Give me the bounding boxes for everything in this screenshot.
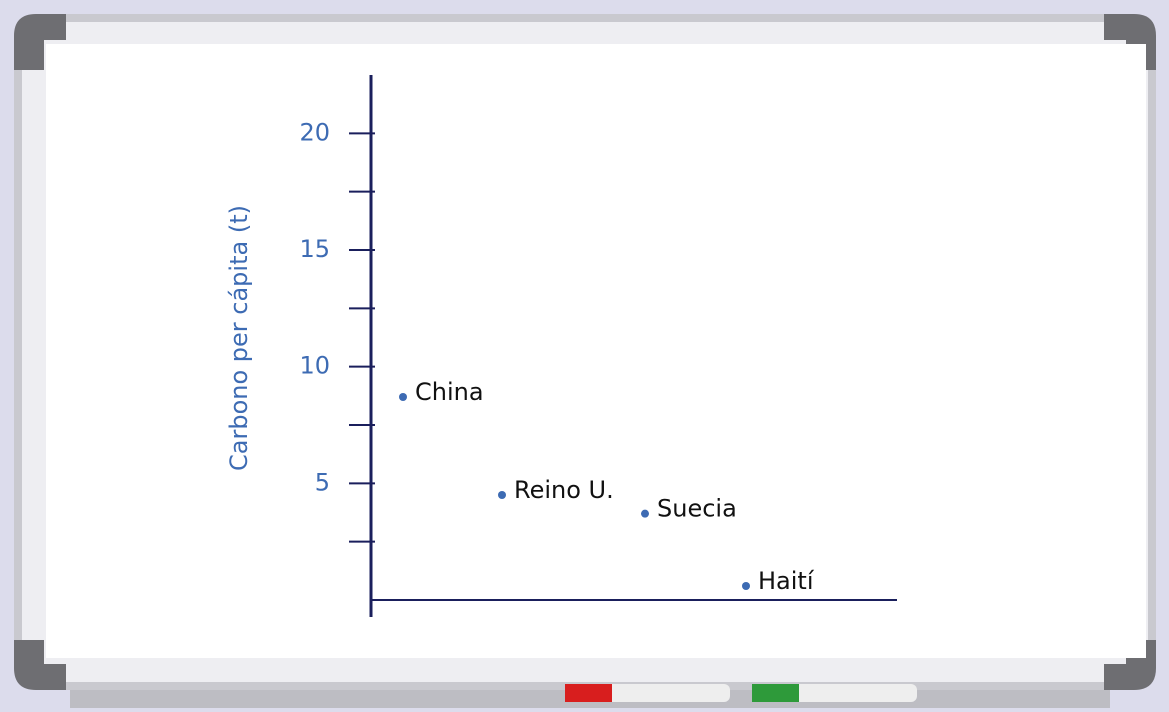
y-axis-label: Carbono per cápita (t) <box>225 205 253 471</box>
page: {"chart_data": {"type": "scatter", "y_la… <box>0 0 1169 708</box>
point-label: Suecia <box>657 495 737 523</box>
marker-cap <box>565 684 612 702</box>
point <box>742 582 750 590</box>
board-surface <box>46 44 1146 658</box>
y-tick-label: 15 <box>299 235 330 263</box>
point-label: Haití <box>758 567 815 595</box>
point <box>399 393 407 401</box>
point <box>641 510 649 518</box>
point-label: China <box>415 378 484 406</box>
point <box>498 491 506 499</box>
y-tick-label: 5 <box>315 468 330 496</box>
y-tick-label: 10 <box>299 352 330 380</box>
whiteboard: Carbono per cápita (t) 5 10 15 20 China Reino… <box>0 0 1169 708</box>
point-label: Reino U. <box>514 476 614 504</box>
y-tick-label: 20 <box>299 118 330 146</box>
marker-cap <box>752 684 799 702</box>
